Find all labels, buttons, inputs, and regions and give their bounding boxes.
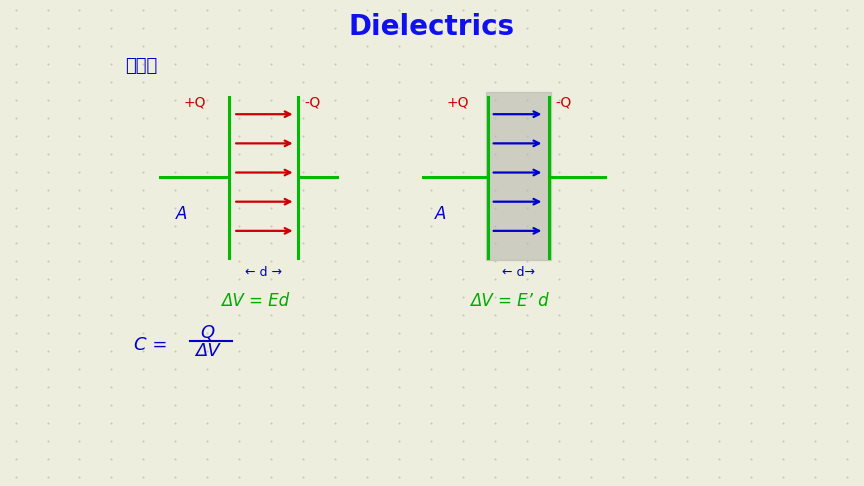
- Text: C =: C =: [134, 336, 173, 354]
- Text: Q: Q: [200, 324, 214, 342]
- Text: ← d→: ← d→: [502, 266, 535, 278]
- Text: A: A: [435, 205, 447, 223]
- Text: ΔV = Ed: ΔV = Ed: [221, 292, 289, 311]
- Text: Dielectrics: Dielectrics: [349, 13, 515, 41]
- Text: -Q: -Q: [556, 95, 572, 109]
- Text: A: A: [175, 205, 187, 223]
- Text: 电介质: 电介质: [125, 56, 157, 75]
- Text: +Q: +Q: [447, 95, 469, 109]
- Bar: [486, 92, 551, 260]
- Text: ΔV: ΔV: [195, 342, 219, 360]
- Text: ← d →: ← d →: [245, 266, 282, 278]
- Text: ΔV = E’ d: ΔV = E’ d: [470, 292, 550, 311]
- Text: +Q: +Q: [183, 95, 206, 109]
- Text: -Q: -Q: [304, 95, 321, 109]
